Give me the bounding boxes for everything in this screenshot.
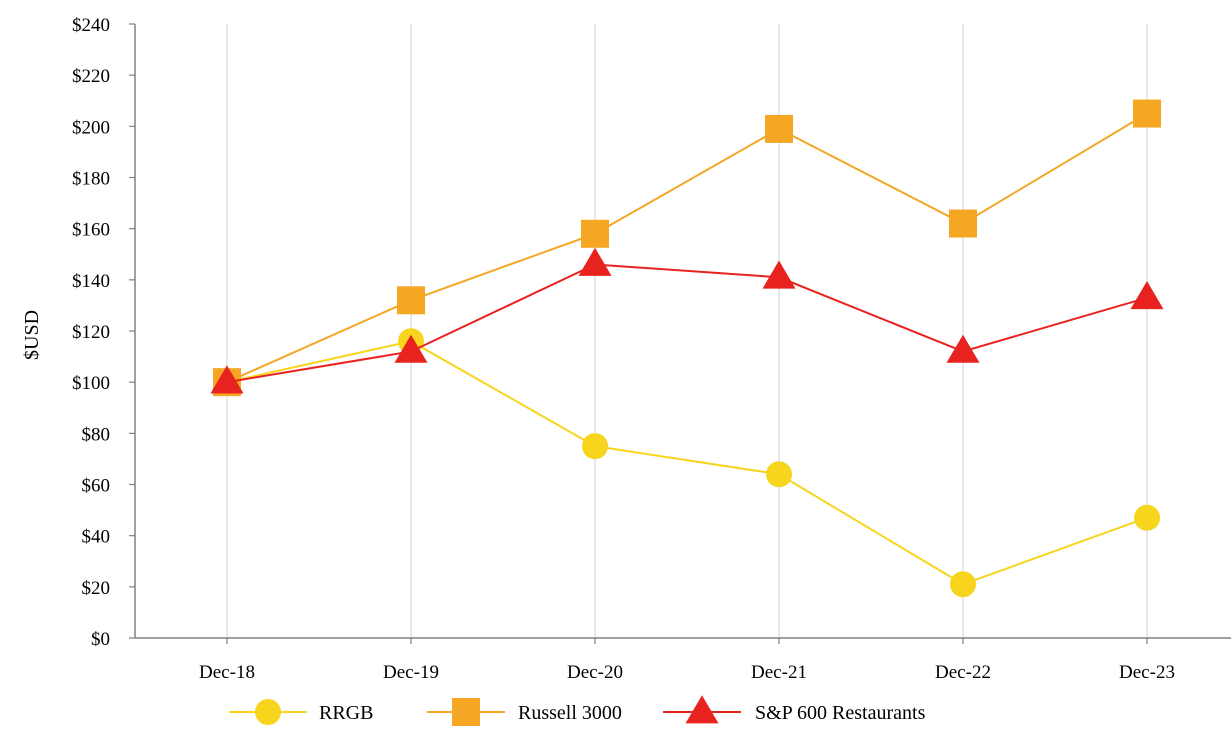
data-point-s-p-600-restaurants — [578, 247, 612, 276]
data-point-russell-3000 — [765, 114, 793, 143]
data-point-russell-3000 — [949, 209, 977, 238]
series-rrgb — [214, 328, 1160, 598]
y-tick-label: $100 — [72, 373, 110, 394]
series-line-rrgb — [226, 340, 1148, 586]
y-tick-label: $180 — [72, 169, 110, 190]
data-point-s-p-600-restaurants — [210, 365, 244, 394]
legend-item-russell-3000: Russell 3000 — [427, 698, 622, 726]
legend-item-s-p-600-restaurants: S&P 600 Restaurants — [663, 695, 926, 724]
x-tick-label: Dec-21 — [751, 662, 807, 683]
chart-axes — [129, 23, 1231, 644]
data-point-s-p-600-restaurants — [394, 334, 428, 363]
vertical-gridlines — [226, 24, 1148, 638]
x-axis-tick-labels: Dec-18 Dec-19 Dec-20 Dec-21 Dec-22 Dec-23 — [199, 662, 1175, 683]
x-tick-label: Dec-20 — [567, 662, 623, 683]
x-tick-label: Dec-23 — [1119, 662, 1175, 683]
data-series — [210, 99, 1164, 598]
data-point-rrgb — [766, 461, 792, 488]
data-point-russell-3000 — [397, 286, 425, 315]
data-point-russell-3000 — [1133, 99, 1161, 128]
data-point-s-p-600-restaurants — [946, 334, 980, 363]
y-tick-label: $200 — [72, 117, 110, 138]
y-tick-label: $0 — [91, 629, 110, 650]
legend-item-rrgb: RRGB — [229, 699, 373, 725]
legend: RRGB Russell 3000 S&P 600 Restaurants — [229, 695, 926, 726]
y-axis-title: $USD — [21, 310, 43, 360]
y-tick-label: $160 — [72, 220, 110, 241]
x-tick-label: Dec-22 — [935, 662, 991, 683]
series-line-s-p-600-restaurants — [226, 263, 1148, 384]
legend-label: Russell 3000 — [518, 702, 622, 724]
data-point-rrgb — [950, 571, 976, 598]
legend-marker — [452, 698, 480, 726]
y-axis-tick-labels: $0 $20 $40 $60 $80 $100 $120 $140 $160 $180 $200 $2… — [72, 15, 110, 650]
series-russell-3000 — [213, 99, 1161, 397]
legend-label: S&P 600 Restaurants — [755, 702, 926, 724]
data-point-russell-3000 — [581, 219, 609, 248]
series-line-russell-3000 — [226, 112, 1148, 384]
y-tick-label: $240 — [72, 15, 110, 36]
x-tick-label: Dec-18 — [199, 662, 255, 683]
y-tick-label: $140 — [72, 271, 110, 292]
y-tick-label: $60 — [82, 476, 111, 497]
data-point-s-p-600-restaurants — [762, 260, 796, 289]
data-point-s-p-600-restaurants — [1130, 281, 1164, 310]
data-point-rrgb — [1134, 504, 1160, 531]
y-tick-label: $40 — [82, 527, 111, 548]
legend-marker — [685, 695, 719, 724]
data-point-rrgb — [582, 433, 608, 460]
y-tick-label: $80 — [82, 424, 111, 445]
x-tick-label: Dec-19 — [383, 662, 439, 683]
y-tick-label: $220 — [72, 66, 110, 87]
y-tick-label: $20 — [82, 578, 111, 599]
legend-marker — [255, 699, 281, 725]
series-s-p-600-restaurants — [210, 247, 1164, 394]
legend-label: RRGB — [319, 702, 373, 724]
y-tick-label: $120 — [72, 322, 110, 343]
